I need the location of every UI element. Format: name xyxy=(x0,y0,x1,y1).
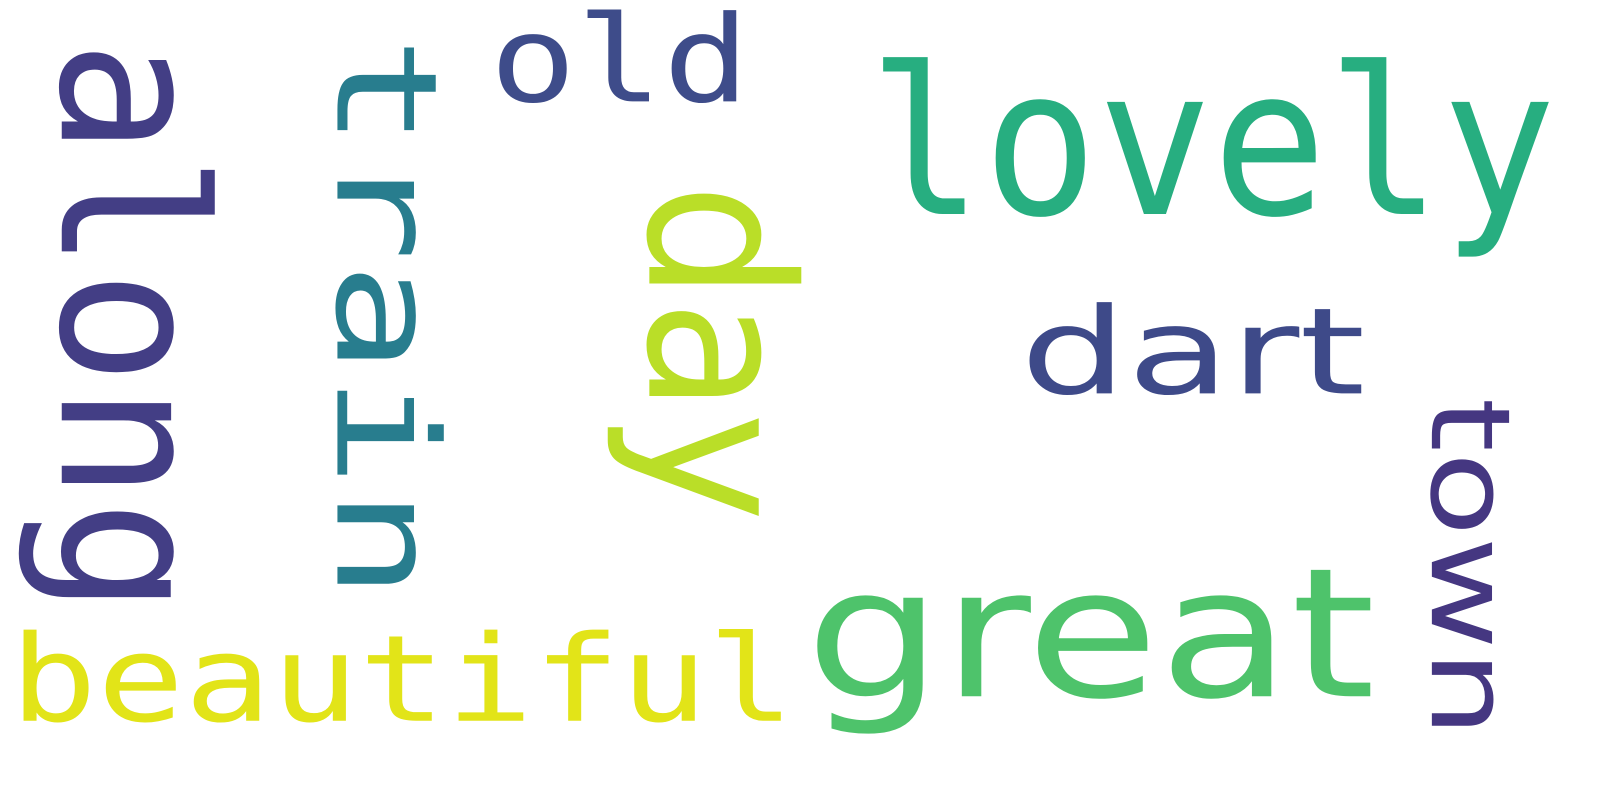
word-great: great xyxy=(805,529,1375,740)
word-town: town xyxy=(1406,397,1534,737)
word-train: train xyxy=(303,34,467,600)
word-day: day xyxy=(601,183,835,521)
word-old: old xyxy=(490,0,750,130)
word-beautiful: beautiful xyxy=(10,610,795,750)
word-along: along xyxy=(14,39,247,615)
word-dart: dart xyxy=(1019,282,1365,422)
word-lovely: lovely xyxy=(868,25,1556,263)
